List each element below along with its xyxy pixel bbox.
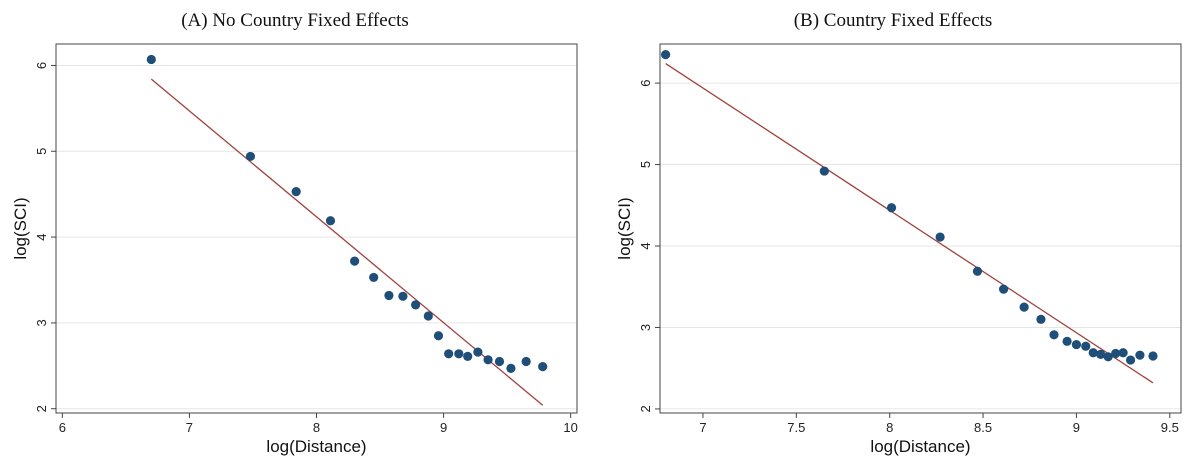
data-point <box>538 362 548 372</box>
data-point <box>291 187 301 197</box>
data-point <box>1036 314 1046 324</box>
data-point <box>245 151 256 162</box>
data-point <box>146 54 156 65</box>
data-point <box>1148 351 1158 361</box>
y-tick-label: 2 <box>34 405 49 412</box>
data-point <box>411 300 421 310</box>
scatter-plot-a: 6 7 8 9 10 2 3 4 5 6 log(Distance) log(SCI) <box>11 43 578 456</box>
chart-title: (B) Country Fixed Effects <box>793 10 993 31</box>
x-tick-label: 7.5 <box>787 420 805 435</box>
data-point <box>350 256 360 266</box>
y-tick-label: 4 <box>34 233 49 240</box>
x-tick-label: 9 <box>1073 420 1080 435</box>
x-axis-label: log(Distance) <box>266 437 366 456</box>
fit-line <box>150 78 544 406</box>
data-point <box>1049 330 1059 340</box>
data-point <box>998 284 1009 294</box>
fit-line <box>665 63 1154 384</box>
y-tick-label: 5 <box>34 148 49 155</box>
data-point <box>1019 302 1029 312</box>
data-point <box>1103 352 1113 362</box>
panel-a-chart: (A) No Country Fixed Effects 6 7 8 9 10 2 3 4 5 6… <box>0 0 590 463</box>
data-point <box>325 216 336 226</box>
x-tick-label: 10 <box>563 420 577 435</box>
y-tick-label: 3 <box>638 324 653 331</box>
data-point <box>506 363 516 373</box>
data-point <box>935 232 945 242</box>
data-point <box>398 291 408 301</box>
data-point <box>1071 339 1082 350</box>
data-point <box>1111 348 1121 359</box>
x-axis-label: log(Distance) <box>870 437 970 456</box>
x-tick-label: 7 <box>699 420 706 435</box>
data-point <box>1125 355 1136 365</box>
data-point <box>1135 350 1145 360</box>
y-tick-label: 2 <box>638 405 653 412</box>
data-point <box>886 203 897 213</box>
chart-title: (A) No Country Fixed Effects <box>181 10 409 31</box>
data-point <box>972 266 983 276</box>
y-tick-label: 3 <box>34 319 49 326</box>
data-point <box>494 356 505 367</box>
x-tick-label: 9.5 <box>1161 420 1179 435</box>
x-tick-label: 8 <box>313 420 320 435</box>
y-tick-label: 6 <box>34 62 49 69</box>
y-tick-label: 4 <box>638 242 653 249</box>
y-axis-label: log(SCI) <box>11 197 30 259</box>
data-point <box>473 347 483 357</box>
data-point <box>454 349 464 359</box>
data-point <box>444 349 454 359</box>
plot-frame <box>659 43 1182 414</box>
data-point <box>463 351 473 361</box>
x-tick-label: 9 <box>440 420 447 435</box>
data-point <box>423 311 433 321</box>
data-point <box>521 356 531 367</box>
data-point <box>661 49 671 60</box>
x-tick-label: 8 <box>886 420 893 435</box>
y-tick-label: 5 <box>638 161 653 168</box>
x-tick-label: 6 <box>59 420 66 435</box>
data-point <box>483 355 493 365</box>
data-point <box>433 331 444 341</box>
data-point <box>1081 341 1091 351</box>
data-point <box>819 166 829 176</box>
data-point <box>1096 349 1106 359</box>
data-point <box>1088 348 1098 358</box>
data-point <box>1118 348 1128 358</box>
data-point <box>384 290 394 301</box>
data-point <box>369 272 379 283</box>
x-tick-label: 7 <box>186 420 193 435</box>
y-tick-label: 6 <box>638 79 653 86</box>
scatter-plot-b: 7 7.5 8 8.5 9 9.5 2 3 4 5 6 log(Distance) log(SCI) <box>615 43 1182 456</box>
panel-b-chart: (B) Country Fixed Effects 7 7.5 8 8.5 9 9.5 2 3… <box>598 0 1188 463</box>
data-point <box>1062 336 1072 346</box>
y-axis-label: log(SCI) <box>615 197 634 259</box>
x-tick-label: 8.5 <box>974 420 992 435</box>
